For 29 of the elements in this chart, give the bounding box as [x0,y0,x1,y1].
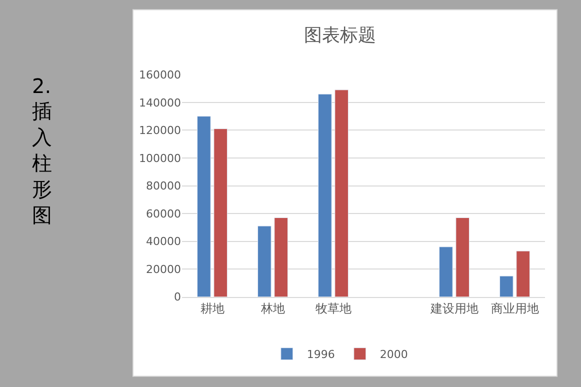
bar [500,276,514,297]
legend-label: 2000 [380,348,408,362]
text: 插入柱形图 [32,99,52,227]
y-tick-label: 80000 [146,180,181,193]
y-tick-label: 20000 [146,262,181,276]
bar [214,128,228,297]
bar [318,94,332,297]
x-tick-label: 牧草地 [315,301,352,316]
y-tick-label: 140000 [139,96,181,110]
x-tick-label: 林地 [260,301,285,316]
x-tick-label: 建设用地 [429,301,478,316]
y-tick-label: 100000 [139,152,181,165]
bar [456,217,470,297]
bar [516,250,530,297]
text: 2. [32,74,52,98]
x-tick-label: 耕地 [200,301,224,316]
bar [197,116,211,297]
y-tick-label: 0 [174,290,181,304]
y-tick-label: 40000 [146,235,181,248]
bar [439,246,453,297]
y-tick-label: 120000 [139,124,181,138]
bar [334,90,348,297]
chart-title: 图表标题 [304,25,376,46]
bar [274,217,288,297]
bar [258,226,272,297]
x-tick-label: 商业用地 [490,301,539,316]
y-tick-label: 60000 [146,207,181,220]
y-tick-label: 160000 [139,68,181,82]
legend-label: 1996 [306,348,335,362]
